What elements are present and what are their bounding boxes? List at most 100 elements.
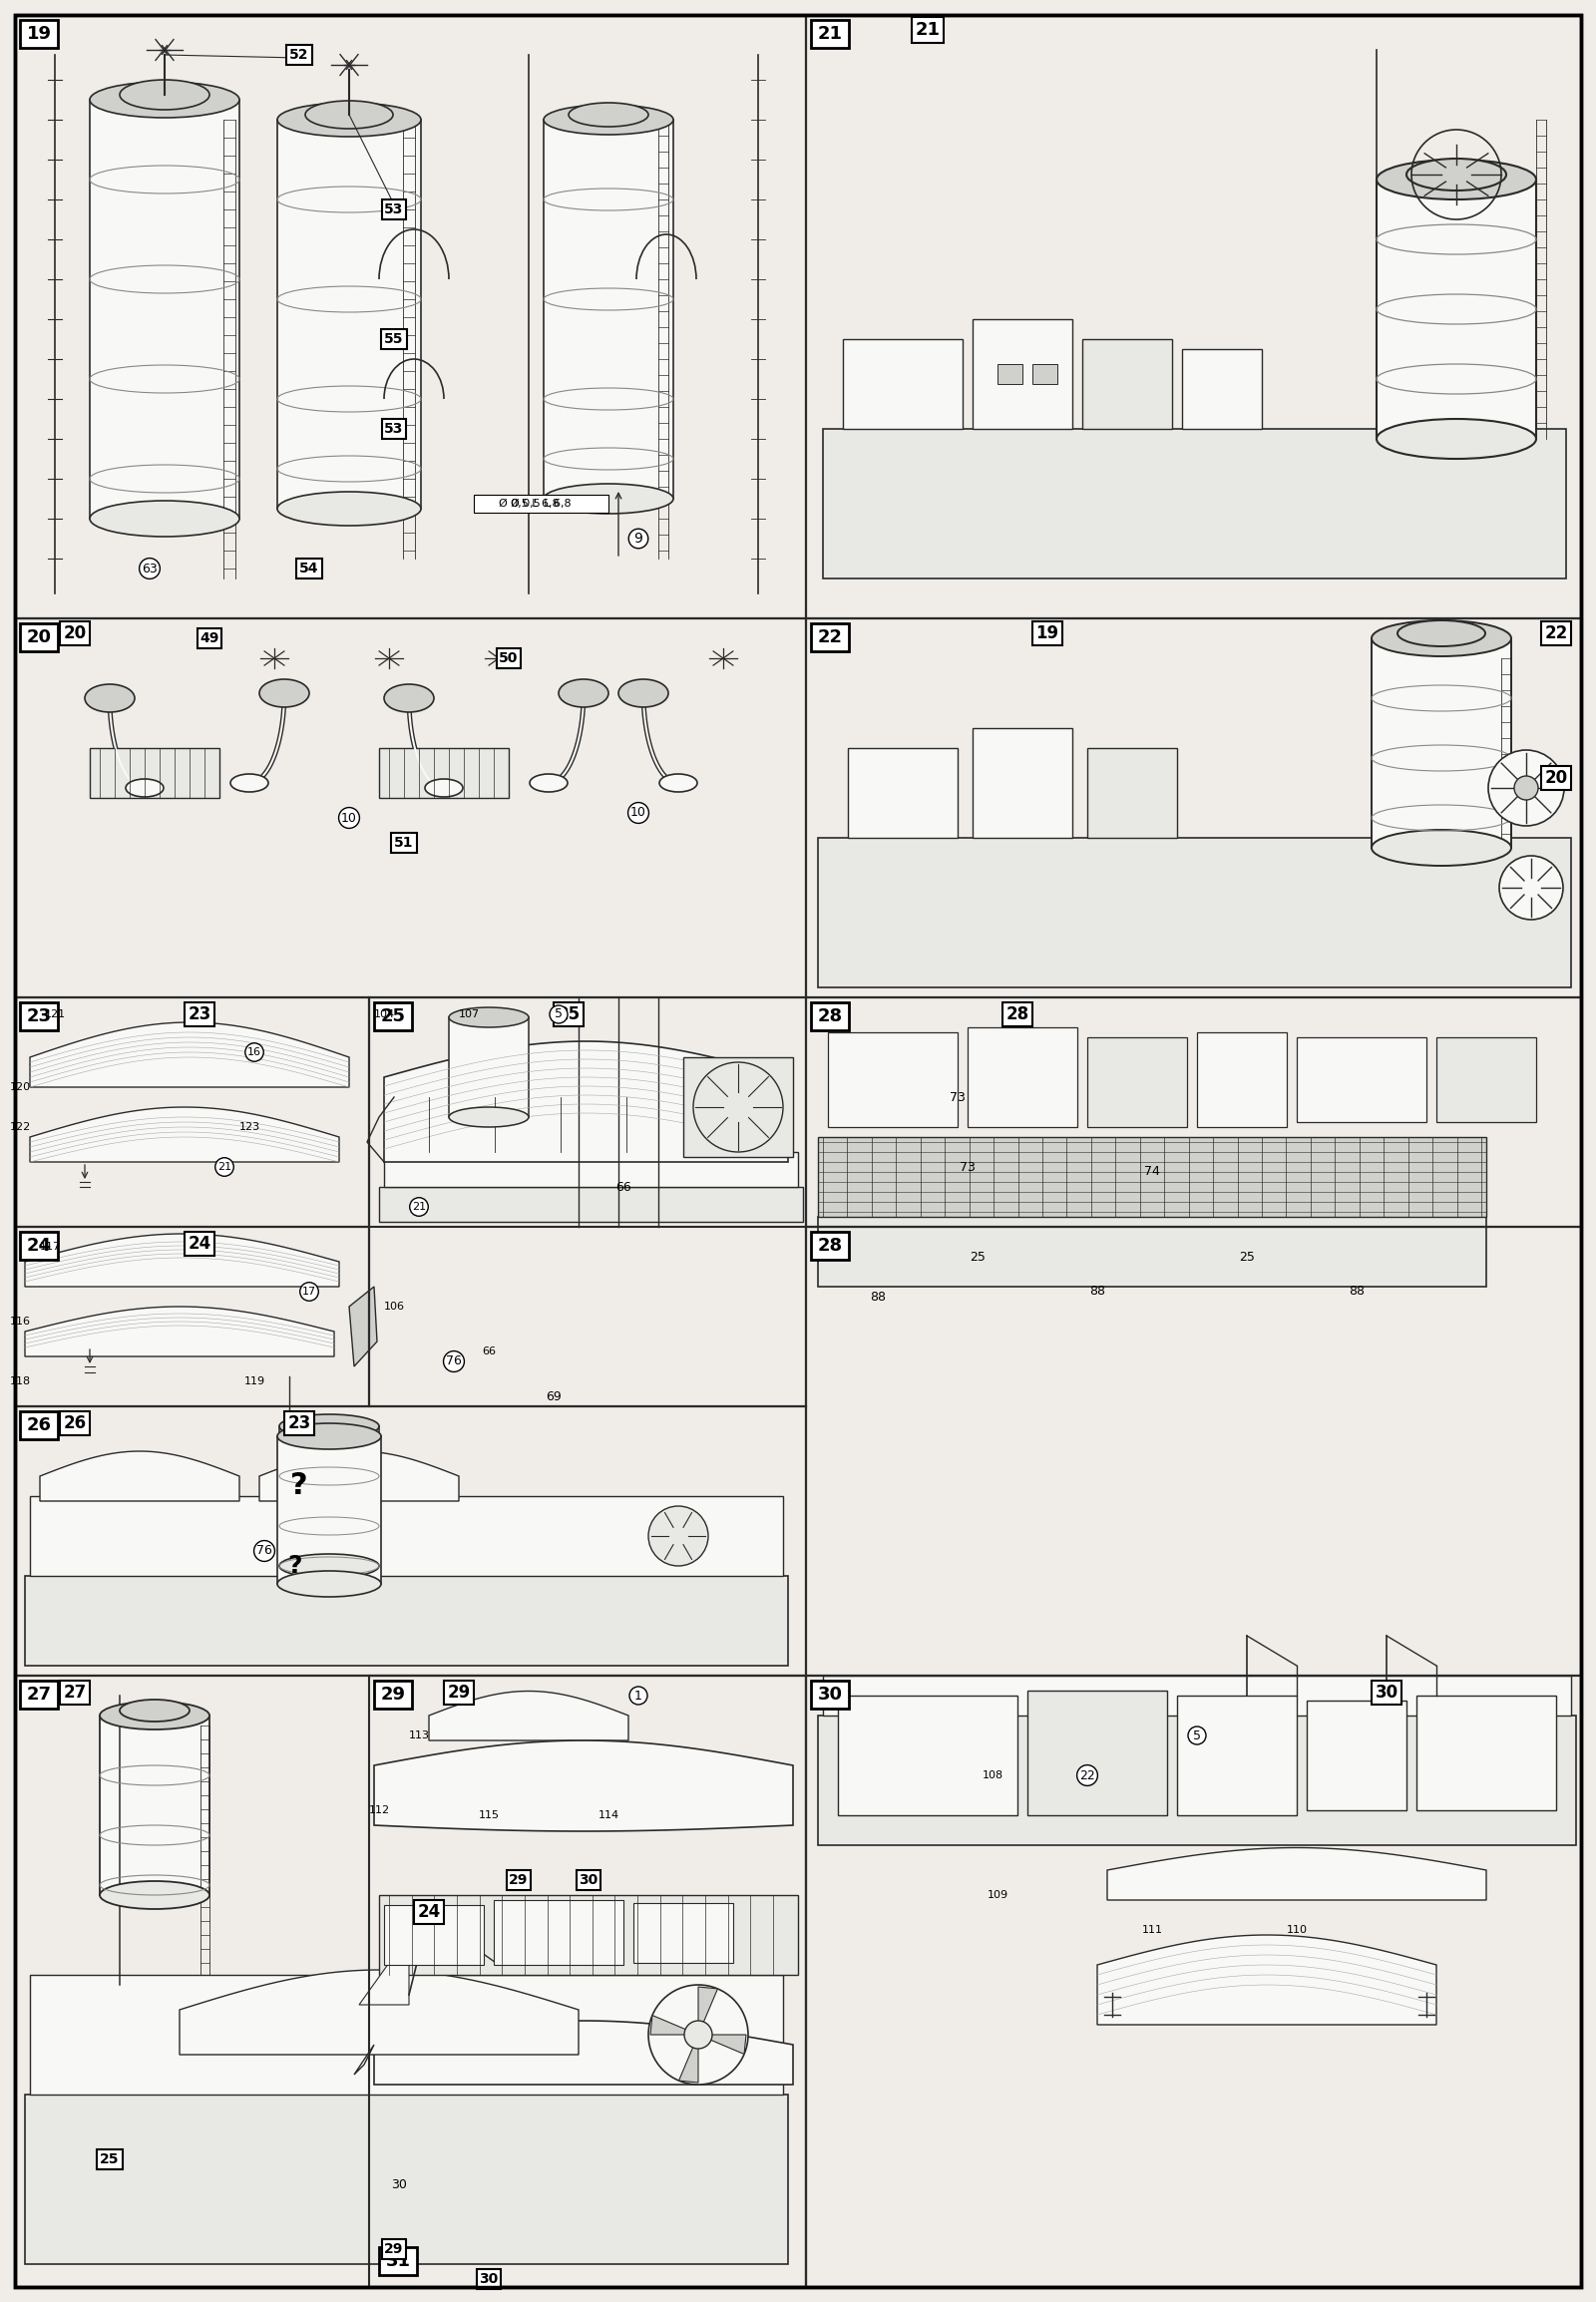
Circle shape [648,1984,749,2086]
Text: 23: 23 [27,1008,51,1024]
Polygon shape [385,1151,798,1188]
Text: 29: 29 [385,2242,404,2256]
Polygon shape [30,1107,338,1163]
Text: 30: 30 [1376,1683,1398,1701]
Text: 50: 50 [500,651,519,665]
Ellipse shape [89,83,239,117]
Bar [806,619,1582,997]
Ellipse shape [126,778,164,796]
Text: 28: 28 [817,1008,843,1024]
Text: 119: 119 [244,1377,265,1386]
Bar [1087,1038,1187,1128]
Ellipse shape [120,1699,190,1722]
Ellipse shape [448,1008,528,1027]
Bar [373,1001,412,1031]
Bar [972,727,1073,838]
Text: 120: 120 [10,1082,30,1091]
Polygon shape [1108,1849,1486,1899]
Bar [19,1232,57,1259]
Text: 118: 118 [10,1377,30,1386]
Bar [278,120,421,509]
Bar [806,997,1582,1227]
Bar [817,1137,1486,1218]
Bar [493,1899,624,1966]
Bar [1197,1031,1286,1128]
Text: 110: 110 [1286,1924,1307,1936]
Bar [1178,1697,1296,1816]
Polygon shape [1098,1936,1436,2026]
Text: Ø 0,5 L 6,8: Ø 0,5 L 6,8 [511,500,571,509]
Text: 51: 51 [394,836,413,849]
Text: 114: 114 [598,1809,619,1821]
Text: 24: 24 [27,1236,51,1255]
Text: 53: 53 [385,203,404,216]
Text: 30: 30 [391,2178,407,2192]
Text: 29: 29 [509,1874,528,1888]
Bar [380,1895,798,1975]
Text: 21: 21 [217,1163,231,1172]
Text: 22: 22 [1545,624,1567,642]
Ellipse shape [448,1107,528,1128]
Text: 88: 88 [1088,1285,1104,1298]
Polygon shape [429,1692,629,1740]
Text: 53: 53 [385,421,404,435]
Bar [14,1407,806,1676]
Ellipse shape [259,679,310,707]
Text: 52: 52 [289,48,310,62]
Text: 113: 113 [409,1731,429,1740]
Ellipse shape [85,684,134,711]
Text: 22: 22 [1079,1768,1095,1782]
Text: 21: 21 [817,25,843,44]
Bar [89,99,239,518]
Text: 54: 54 [300,562,319,576]
Text: 20: 20 [1545,769,1567,787]
Bar [369,1676,806,2288]
Ellipse shape [530,773,568,792]
Bar [14,14,806,619]
Bar [828,1031,958,1128]
Circle shape [1515,776,1539,799]
Text: 108: 108 [982,1770,1002,1779]
Bar [634,1904,733,1964]
Text: ?: ? [287,1554,302,1577]
Text: 5: 5 [555,1008,562,1020]
Polygon shape [380,1188,803,1222]
Ellipse shape [1376,419,1535,458]
Polygon shape [40,1450,239,1501]
Text: 112: 112 [369,1805,389,1816]
Text: 25: 25 [970,1250,985,1264]
Ellipse shape [278,1570,381,1598]
Polygon shape [26,1234,338,1287]
Bar [14,1227,369,1407]
Text: 20: 20 [27,628,51,647]
Bar [811,1001,849,1031]
Bar [811,1232,849,1259]
Text: 19: 19 [27,25,51,44]
Text: 69: 69 [546,1390,562,1402]
Text: 10: 10 [630,806,646,820]
Text: 24: 24 [188,1234,211,1252]
Polygon shape [699,1987,718,2035]
Polygon shape [26,1577,788,1667]
Bar [838,1697,1018,1816]
Polygon shape [817,1218,1486,1287]
Bar [683,1057,793,1158]
Bar [806,1676,1582,2288]
Bar [811,21,849,48]
Text: 117: 117 [40,1241,61,1252]
Text: 23: 23 [287,1413,311,1432]
Text: 21: 21 [412,1202,426,1211]
Text: 9: 9 [634,532,643,546]
Bar [544,120,674,500]
Bar [1087,748,1178,838]
Polygon shape [678,2035,699,2083]
Ellipse shape [278,1423,381,1450]
Bar [369,997,806,1407]
Text: 26: 26 [64,1413,86,1432]
Ellipse shape [544,483,674,513]
Text: 25: 25 [557,1006,579,1024]
Ellipse shape [1406,159,1507,191]
Polygon shape [350,1287,377,1367]
Ellipse shape [278,493,421,525]
Text: 121: 121 [45,1008,65,1020]
